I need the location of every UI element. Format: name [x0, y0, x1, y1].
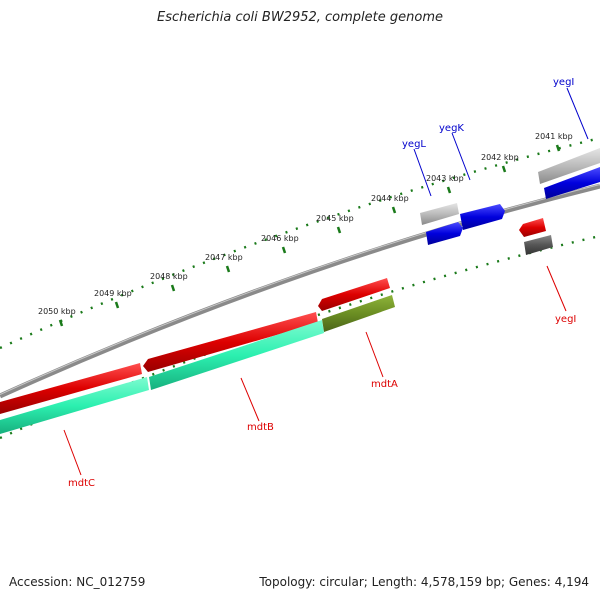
feature-mdtC-red[interactable]	[0, 363, 142, 414]
leader-lines	[63, 87, 589, 476]
tick-mark	[555, 144, 561, 152]
gene-label-yegL: yegL	[402, 139, 426, 150]
tick-mark	[501, 165, 507, 173]
feature-mdtC-cyan[interactable]	[0, 377, 149, 434]
accession-text: Accession: NC_012759	[9, 575, 146, 589]
feature-yegK-blue[interactable]	[460, 204, 505, 230]
feature-yegL-blue[interactable]	[426, 222, 463, 245]
tick-label: 2042 kbp	[481, 153, 519, 162]
gene-label-yegK: yegK	[439, 123, 464, 134]
genome-backbone-highlight	[0, 184, 600, 395]
tick-label: 2043 kbp	[426, 174, 464, 183]
page-title: Escherichia coli BW2952, complete genome	[157, 10, 443, 25]
gene-label-yegI-top: yegI	[553, 77, 574, 88]
tick-mark	[281, 246, 287, 254]
feature-mdtB-red[interactable]	[143, 312, 318, 372]
feature-yegI-dark[interactable]	[524, 235, 553, 255]
feature-mdtA-olive[interactable]	[322, 295, 395, 332]
tick-label: 2048 kbp	[150, 272, 188, 281]
tick-label: 2047 kbp	[205, 253, 243, 262]
genome-backbone	[0, 183, 600, 399]
feature-mdtB-cyan[interactable]	[149, 320, 324, 390]
feature-mdtA-red[interactable]	[318, 278, 390, 311]
feature-yegI-grey[interactable]	[538, 148, 600, 184]
tick-mark	[170, 284, 176, 292]
tick-mark	[114, 301, 120, 309]
tick-label: 2041 kbp	[535, 132, 573, 141]
tick-label: 2050 kbp	[38, 307, 76, 316]
gene-label-mdtC: mdtC	[68, 478, 95, 489]
tick-label: 2046 kbp	[261, 234, 299, 243]
feature-yegL-grey[interactable]	[420, 203, 459, 225]
tick-mark	[446, 186, 452, 194]
gene-label-yegI-bottom: yegI	[555, 314, 576, 325]
tick-mark	[225, 265, 231, 273]
feature-yegI-blue[interactable]	[544, 167, 600, 199]
tick-mark	[391, 206, 397, 214]
tick-mark	[58, 319, 64, 327]
tick-label: 2049 kbp	[94, 289, 132, 298]
gene-label-mdtA: mdtA	[371, 379, 398, 390]
tick-labels: 2041 kbp 2042 kbp 2043 kbp 2044 kbp 2045 kbp…	[38, 132, 573, 327]
tick-label: 2045 kbp	[316, 214, 354, 223]
feature-yegI-red[interactable]	[519, 218, 546, 237]
tick-mark	[336, 226, 342, 234]
gene-label-mdtB: mdtB	[247, 422, 274, 433]
tick-label: 2044 kbp	[371, 194, 409, 203]
genome-summary-text: Topology: circular; Length: 4,578,159 bp…	[259, 575, 589, 589]
